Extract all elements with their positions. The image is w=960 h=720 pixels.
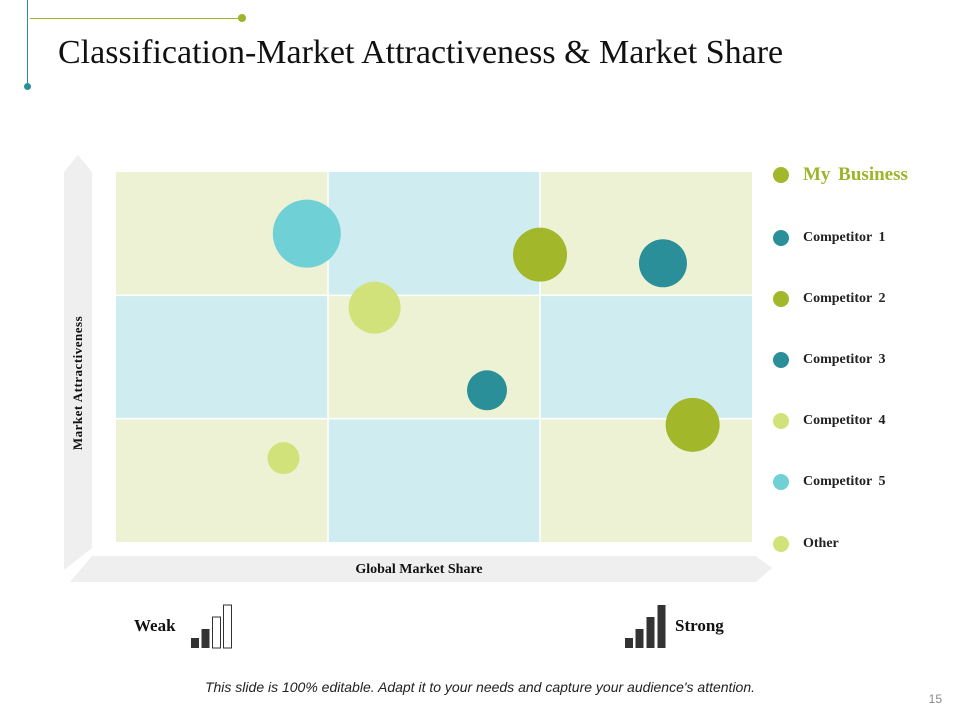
legend-item-competitor-3: Competitor 3	[773, 350, 885, 370]
weak-signal-bars-icon	[191, 604, 232, 649]
matrix-cell	[116, 419, 328, 542]
legend-item-competitor-1: Competitor 1	[773, 228, 885, 248]
strong-label: Strong	[675, 616, 724, 635]
y-axis-label: Market Attractiveness	[70, 316, 85, 450]
legend-item-other: Other	[773, 534, 839, 554]
strong-signal-bars-icon	[625, 605, 666, 648]
legend-dot-icon	[773, 413, 789, 429]
matrix-cell	[540, 296, 752, 418]
matrix-cell	[328, 172, 540, 295]
legend-label: Competitor 3	[803, 352, 886, 367]
legend-item-competitor-4: Competitor 4	[773, 411, 885, 431]
legend-item-competitor-2: Competitor 2	[773, 289, 885, 309]
decorative-dot-teal	[24, 83, 31, 90]
legend-label: Other	[803, 536, 839, 551]
point-competitor-3	[467, 370, 507, 411]
matrix-cell	[116, 296, 328, 418]
data-points	[267, 199, 720, 475]
point-other	[267, 442, 300, 475]
page-number: 15	[928, 692, 942, 706]
legend-dot-icon	[773, 474, 789, 490]
matrix-cell	[540, 419, 752, 542]
slide-title: Classification-Market Attractiveness & M…	[58, 34, 784, 71]
legend-item-my-business: My Business	[773, 164, 908, 185]
point-competitor-2	[513, 227, 567, 282]
footer-note: This slide is 100% editable. Adapt it to…	[204, 679, 756, 695]
matrix-cell	[328, 419, 540, 542]
legend-dot-icon	[773, 352, 789, 368]
x-axis-label: Global Market Share	[355, 562, 482, 577]
matrix-cells	[116, 172, 752, 542]
point-competitor-4	[348, 281, 401, 334]
point-competitor-5	[272, 199, 341, 268]
legend-dot-icon	[773, 167, 789, 183]
legend-dot-icon	[773, 230, 789, 246]
legend-item-competitor-5: Competitor 5	[773, 472, 885, 492]
point-competitor-2	[665, 397, 720, 452]
legend-label: Competitor 1	[803, 230, 886, 245]
decorative-vertical-line	[27, 0, 28, 86]
legend-label: Competitor 4	[803, 413, 886, 428]
decorative-horizontal-line	[30, 18, 242, 19]
decorative-dot-green	[238, 14, 246, 22]
legend-label: Competitor 2	[803, 291, 886, 306]
legend-label: My Business	[803, 164, 908, 185]
point-competitor-1	[638, 239, 687, 288]
legend-label: Competitor 5	[803, 474, 886, 489]
y-axis-band	[64, 155, 92, 570]
weak-label: Weak	[134, 616, 176, 635]
x-axis-band	[70, 556, 772, 582]
legend-dot-icon	[773, 536, 789, 552]
legend-dot-icon	[773, 291, 789, 307]
